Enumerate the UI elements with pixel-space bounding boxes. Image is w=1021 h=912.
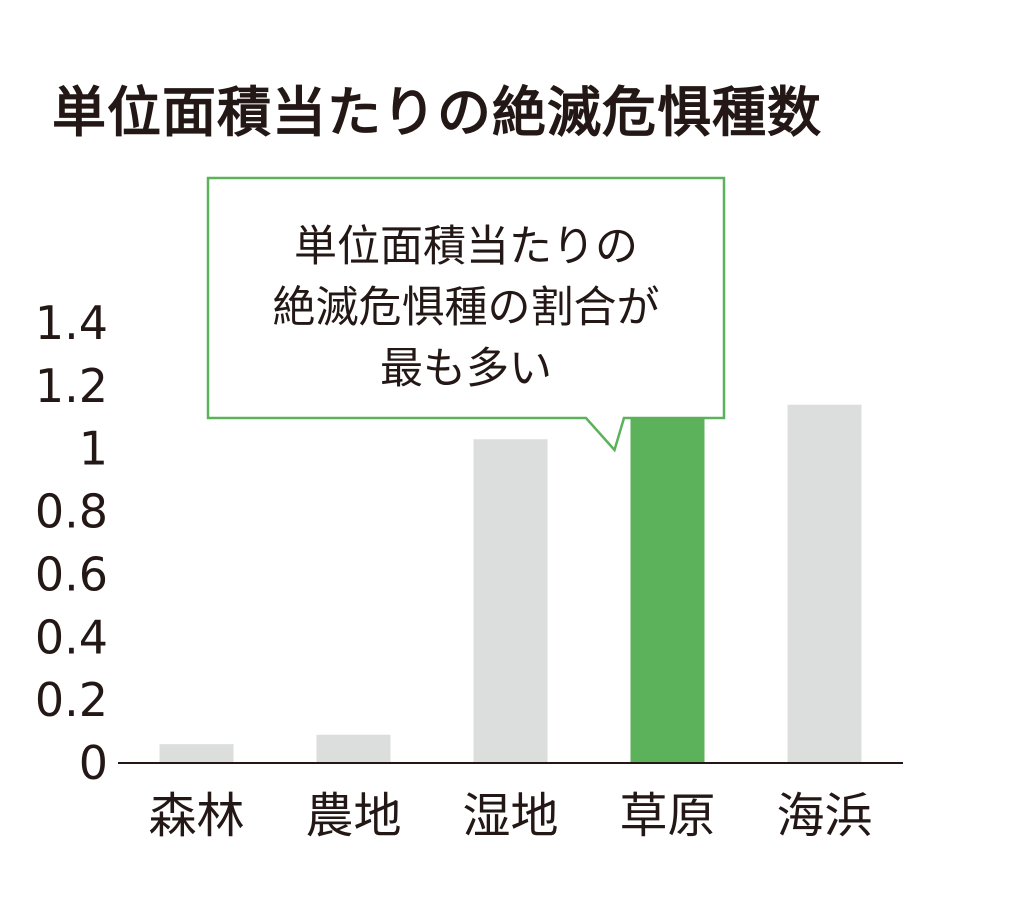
y-tick-label: 0.4 xyxy=(35,610,108,664)
chart-title: 単位面積当たりの絶滅危惧種数 xyxy=(52,81,822,144)
bar-湿地 xyxy=(473,439,548,763)
x-category-label: 草原 xyxy=(619,788,715,844)
callout-text-line: 単位面積当たりの xyxy=(294,222,638,272)
x-axis-labels: 森林 農地 湿地 草原 海浜 xyxy=(148,788,872,844)
x-category-label: 農地 xyxy=(305,788,401,844)
bar-海浜 xyxy=(787,404,862,763)
x-category-label: 海浜 xyxy=(776,788,872,844)
callout: 単位面積当たりの 絶滅危惧種の割合が 最も多い xyxy=(206,176,726,453)
y-axis-ticks: 0 0.2 0.4 0.6 0.8 1 1.2 1.4 xyxy=(35,296,108,790)
x-category-label: 森林 xyxy=(148,788,244,844)
y-tick-label: 0.6 xyxy=(35,547,108,601)
bar-農地 xyxy=(316,734,391,763)
y-tick-label: 0 xyxy=(79,736,108,790)
y-tick-label: 0.2 xyxy=(35,673,108,727)
bar-草原 xyxy=(630,382,705,763)
y-tick-label: 1 xyxy=(79,422,108,476)
callout-text-line: 絶滅危惧種の割合が xyxy=(273,283,660,333)
bar-森林 xyxy=(159,744,234,763)
y-tick-label: 1.2 xyxy=(35,359,108,413)
callout-text-line: 最も多い xyxy=(380,344,552,394)
callout-box xyxy=(206,176,726,453)
y-tick-label: 0.8 xyxy=(35,485,108,539)
bars xyxy=(159,382,862,763)
x-category-label: 湿地 xyxy=(462,788,558,844)
y-tick-label: 1.4 xyxy=(35,296,108,350)
